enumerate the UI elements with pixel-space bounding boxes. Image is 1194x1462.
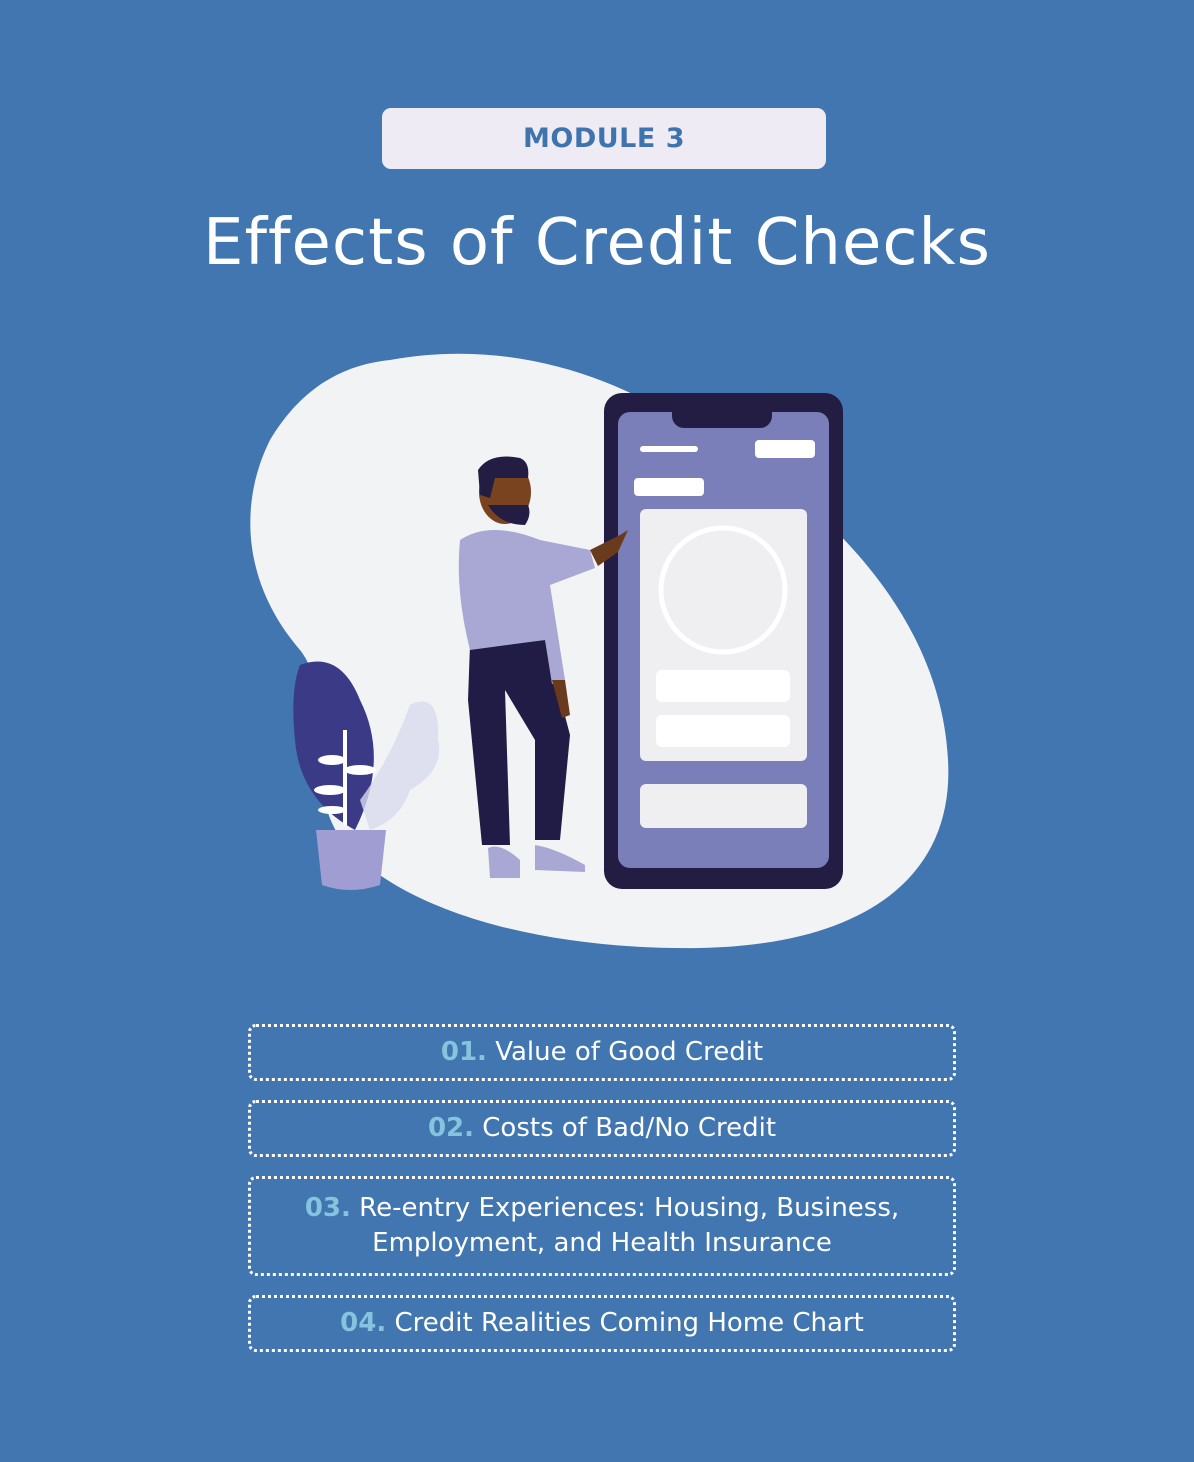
man-figure	[458, 456, 628, 878]
item-number: 03.	[304, 1193, 351, 1223]
item-label: Credit Realities Coming Home Chart	[394, 1308, 864, 1338]
item-number: 02.	[427, 1113, 474, 1143]
illustration-man-with-phone	[250, 353, 949, 949]
phone-icon	[604, 393, 843, 889]
item-number: 01.	[440, 1037, 487, 1067]
item-label: Value of Good Credit	[495, 1037, 764, 1067]
plant-icon	[293, 661, 440, 890]
list-item-01[interactable]: 01. Value of Good Credit	[248, 1024, 956, 1081]
list-item-04[interactable]: 04. Credit Realities Coming Home Chart	[248, 1295, 956, 1352]
list-item-02[interactable]: 02. Costs of Bad/No Credit	[248, 1100, 956, 1157]
item-number: 04.	[340, 1308, 387, 1338]
list-item-03[interactable]: 03. Re-entry Experiences: Housing, Busin…	[248, 1176, 956, 1276]
module-label: MODULE 3	[523, 123, 685, 154]
item-label: Costs of Bad/No Credit	[482, 1113, 777, 1143]
item-label: Re-entry Experiences: Housing, Business,…	[359, 1193, 900, 1258]
page-title: Effects of Credit Checks	[203, 206, 991, 280]
module-badge: MODULE 3	[382, 108, 826, 169]
